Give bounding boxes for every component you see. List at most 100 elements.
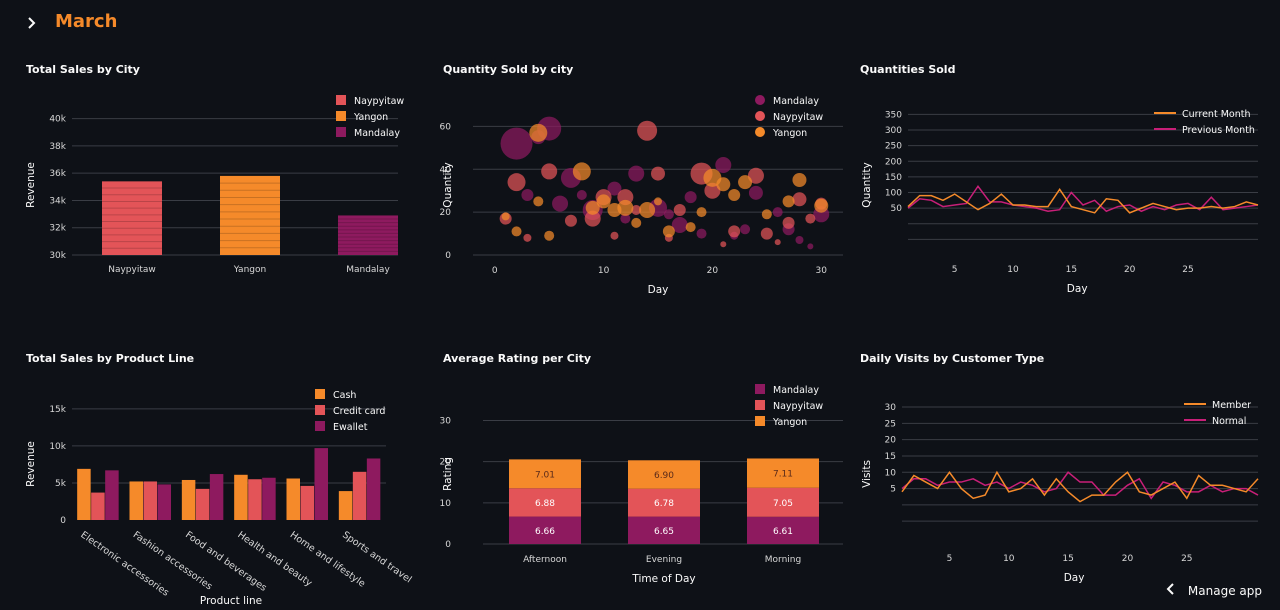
y-tick-label: 100 [885, 189, 902, 199]
legend-label: Previous Month [1182, 125, 1255, 136]
y-tick-label: 30 [885, 403, 897, 413]
legend-label: Current Month [1182, 109, 1250, 120]
data-label: 6.65 [654, 527, 674, 537]
data-point [585, 200, 600, 215]
y-axis-label: Rating [442, 457, 454, 491]
data-point [651, 166, 665, 181]
bar [209, 474, 224, 520]
chart-quantities-sold: 50 100 150 200 250 300 350 5 10 15 20 25 Quantity Day… [861, 109, 1259, 295]
y-tick-label: 30k [49, 251, 66, 261]
bar-segment [628, 460, 700, 489]
bar [338, 491, 353, 520]
legend-label: Naypyitaw [354, 96, 404, 107]
x-tick-label: 25 [1182, 265, 1193, 275]
bar [157, 484, 171, 520]
data-point [807, 243, 814, 250]
data-label: 6.88 [535, 499, 555, 509]
bar [91, 492, 105, 520]
data-point [740, 224, 751, 235]
manage-app-button[interactable]: Manage app [1166, 582, 1262, 600]
data-point [501, 212, 510, 221]
legend-label: Mandalay [773, 96, 819, 107]
data-point [552, 195, 569, 212]
bar-segment [509, 488, 581, 517]
data-point [541, 163, 558, 180]
x-tick-label: 5 [947, 554, 953, 564]
data-point [637, 120, 658, 141]
bar [181, 479, 196, 520]
legend-label: Credit card [333, 406, 385, 417]
chevron-right-icon[interactable] [26, 15, 40, 33]
legend-label: Naypyitaw [773, 112, 823, 123]
x-tick-label: 10 [1003, 554, 1015, 564]
data-point [620, 213, 631, 224]
data-point [772, 207, 783, 218]
y-tick-label: 30 [440, 416, 452, 426]
series-line [907, 188, 1259, 214]
bar-segment [747, 458, 819, 488]
data-point [544, 230, 555, 241]
legend-label: Yangon [353, 112, 388, 123]
data-point [631, 217, 642, 228]
x-tick-label: 30 [816, 266, 828, 276]
data-point [774, 239, 781, 246]
y-tick-label: 10 [885, 468, 897, 478]
legend-swatch [336, 95, 346, 105]
chart-title: Total Sales by City [26, 63, 140, 76]
y-tick-label: 5 [890, 485, 896, 495]
legend-label: Naypyitaw [773, 401, 823, 412]
chart-title: Daily Visits by Customer Type [860, 352, 1045, 365]
y-tick-label: 250 [885, 142, 902, 152]
data-point [507, 173, 526, 192]
x-tick-label: 0 [492, 266, 498, 276]
y-tick-label: 0 [60, 516, 66, 526]
data-point [761, 209, 772, 220]
page-header: March [0, 0, 1280, 48]
data-point [673, 204, 686, 216]
data-point [792, 173, 807, 187]
legend-swatch [315, 421, 325, 431]
data-point [631, 205, 642, 215]
data-point [795, 236, 804, 244]
x-tick-label: Afternoon [523, 555, 567, 565]
legend-label: Normal [1212, 416, 1246, 427]
y-tick-label: 32k [49, 224, 66, 234]
data-label: 7.11 [773, 470, 793, 480]
data-point [663, 209, 674, 220]
y-tick-label: 10k [49, 442, 66, 452]
data-point [572, 162, 591, 181]
y-tick-label: 20 [440, 458, 452, 468]
bar-segment [509, 459, 581, 489]
y-tick-label: 40k [49, 115, 66, 125]
x-tick-label: 20 [1124, 265, 1136, 275]
data-point [728, 225, 741, 238]
legend-swatch [336, 111, 346, 121]
y-tick-label: 60 [440, 122, 452, 132]
legend-swatch [336, 127, 346, 137]
manage-app-label: Manage app [1187, 584, 1262, 598]
legend-swatch [315, 389, 325, 399]
y-tick-label: 50 [891, 204, 903, 214]
data-point [704, 182, 721, 199]
bar-segment [628, 488, 700, 517]
data-point [685, 222, 696, 233]
data-point [782, 195, 795, 208]
legend-swatch [755, 416, 765, 426]
data-point [529, 123, 548, 142]
x-tick-label: 10 [1007, 265, 1019, 275]
chart-panel-quantity-by-city: Quantity Sold by city 0 20 40 60 0 10 20 30 Quan… [425, 55, 850, 315]
bar-segment [628, 516, 700, 544]
bar [234, 474, 248, 520]
data-label: 7.01 [535, 470, 555, 480]
bar [366, 458, 381, 520]
x-tick-label: 15 [1062, 554, 1073, 564]
chart-title: Quantities Sold [860, 63, 956, 76]
bar-segment [747, 487, 819, 517]
x-tick-label: 20 [707, 266, 719, 276]
bar [102, 181, 162, 255]
chart-sales-by-city: 30k 32k 34k 36k 38k 40k Revenue Naypyitaw Yangon… [25, 95, 404, 275]
data-point [782, 216, 795, 229]
legend-label: Yangon [772, 417, 807, 428]
data-point [760, 227, 773, 240]
legend-swatch [755, 95, 765, 105]
